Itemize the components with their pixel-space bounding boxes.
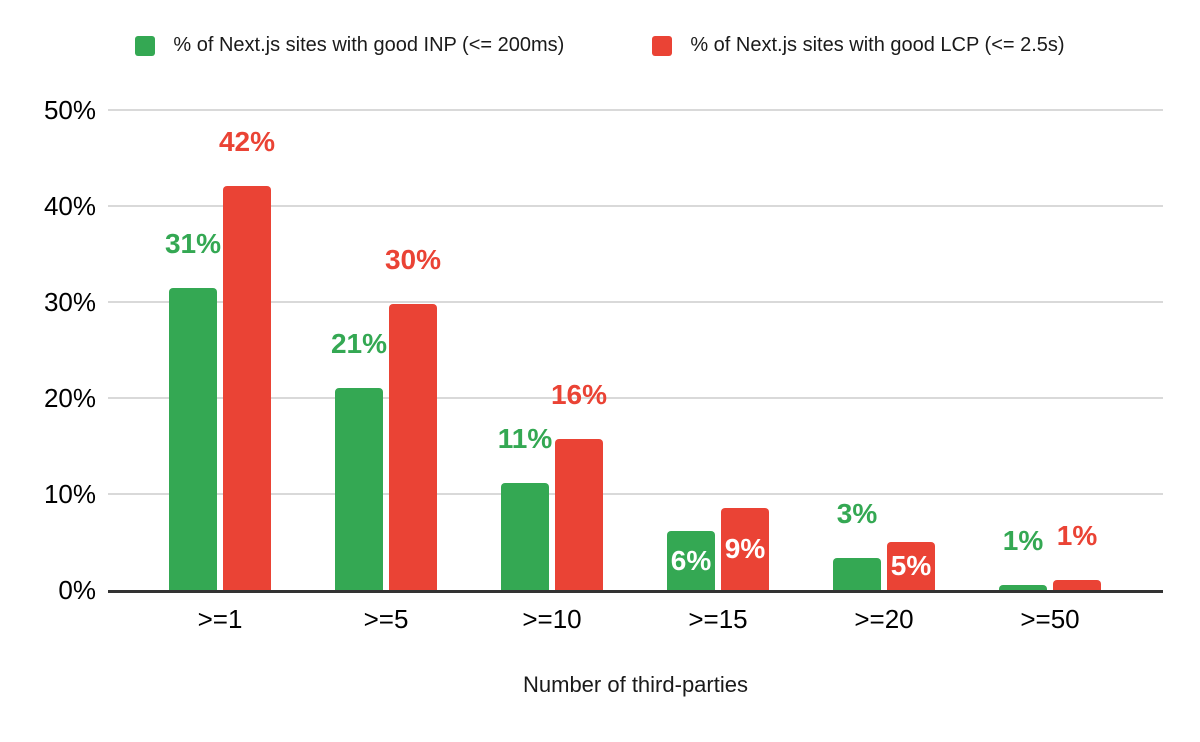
bar-value-label: 5% xyxy=(890,550,932,581)
y-tick-label: 0% xyxy=(58,575,96,605)
gridline xyxy=(108,493,1163,495)
y-tick-label: 30% xyxy=(43,287,96,317)
gridline xyxy=(108,109,1163,111)
legend-entry-inp: % of Next.js sites with good INP (<= 200… xyxy=(135,34,564,57)
bar-inp xyxy=(169,287,217,590)
bar-value-label: 30% xyxy=(384,243,442,275)
y-tick-label: 40% xyxy=(43,191,96,221)
legend-label-lcp: % of Next.js sites with good LCP (<= 2.5… xyxy=(690,34,1065,56)
x-tick-label: >=50 xyxy=(1020,604,1080,634)
bar-value-label: 11% xyxy=(497,423,553,455)
bar-value-label: 31% xyxy=(164,227,222,259)
bar-lcp xyxy=(721,508,769,590)
y-tick-label: 50% xyxy=(43,95,96,125)
bar-inp xyxy=(335,388,383,590)
bar-value-label: 21% xyxy=(330,328,388,360)
inp-series-swatch xyxy=(135,35,156,56)
bar-lcp xyxy=(887,542,935,590)
x-tick-label: >=5 xyxy=(363,604,409,634)
gridline xyxy=(108,205,1163,207)
bar-value-label: 1% xyxy=(1056,520,1098,552)
legend: % of Next.js sites with good INP (<= 200… xyxy=(0,34,1200,57)
bar-inp xyxy=(833,558,881,590)
plot-area: 31% 42% 21% 30% 11% 16% 6% 9% 3% 5% 1% 1% xyxy=(108,109,1163,593)
bar-value-label: 42% xyxy=(218,125,276,157)
bar-value-label: 6% xyxy=(670,544,712,576)
x-tick-label: >=1 xyxy=(197,604,243,634)
y-tick-label: 20% xyxy=(43,383,96,413)
bar-value-label: 1% xyxy=(1002,525,1044,557)
gridline xyxy=(108,301,1163,303)
lcp-series-swatch xyxy=(652,35,673,56)
legend-entry-lcp: % of Next.js sites with good LCP (<= 2.5… xyxy=(652,34,1065,57)
bar-value-label: 9% xyxy=(724,533,766,565)
bar-lcp xyxy=(223,185,271,590)
x-tick-label: >=10 xyxy=(522,604,582,634)
x-tick-label: >=20 xyxy=(854,604,914,634)
bar-inp xyxy=(501,483,549,590)
legend-label-inp: % of Next.js sites with good INP (<= 200… xyxy=(173,34,565,56)
bar-lcp xyxy=(389,303,437,590)
gridline xyxy=(108,397,1163,399)
bar-lcp xyxy=(1053,580,1101,590)
y-tick-label: 10% xyxy=(43,479,96,509)
bar-value-label: 3% xyxy=(836,498,878,530)
bar-lcp xyxy=(555,439,603,590)
x-axis-title: Number of third-parties xyxy=(523,672,748,697)
bar-value-label: 16% xyxy=(550,379,608,411)
x-tick-label: >=15 xyxy=(688,604,748,634)
bar-inp xyxy=(667,531,715,590)
bar-inp xyxy=(999,585,1047,590)
